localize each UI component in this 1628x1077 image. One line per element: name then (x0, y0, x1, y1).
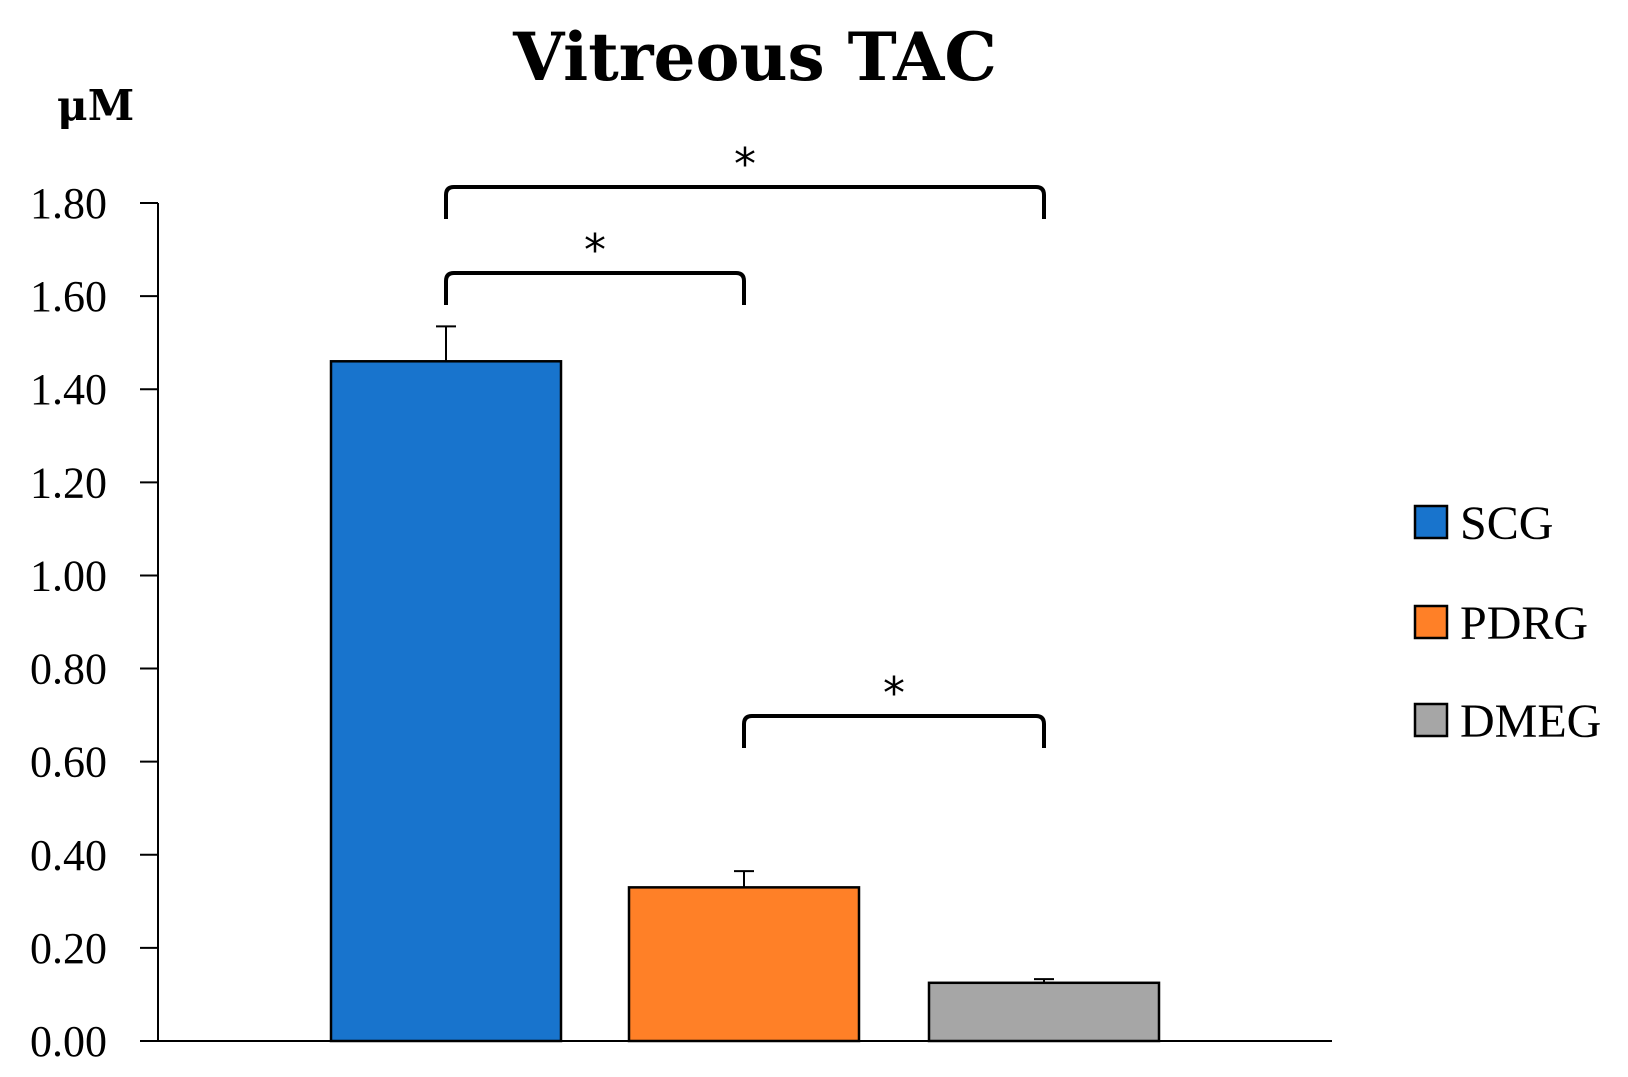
legend: SCG PDRG DMEG (1413, 497, 1601, 748)
bar-pdrg (627, 886, 861, 1043)
bars (329, 360, 1161, 1043)
significance-star: * (584, 225, 606, 276)
axes: 0.00 0.20 0.40 0.60 0.80 1.00 1.20 1.40 1.60 1.80 (30, 179, 1332, 1066)
error-bars (436, 325, 1054, 983)
y-tick-label: 0.80 (30, 645, 107, 694)
significance-brackets: * * * (444, 139, 1046, 748)
chart-title: Vitreous TAC (512, 18, 997, 96)
y-tick-label: 0.60 (30, 738, 107, 787)
y-tick-label: 1.20 (30, 458, 107, 507)
y-tick-label: 0.20 (30, 924, 107, 973)
significance-bracket (444, 271, 746, 305)
legend-label-pdrg: PDRG (1460, 597, 1588, 650)
y-tick-label: 1.00 (30, 551, 107, 600)
legend-label-dmeg: DMEG (1460, 695, 1601, 748)
significance-star: * (883, 668, 905, 719)
legend-swatch-dmeg (1413, 702, 1449, 738)
significance-bracket (742, 714, 1046, 748)
y-tick-label: 0.00 (30, 1017, 107, 1066)
bar-scg (329, 360, 563, 1043)
legend-swatch-scg (1413, 504, 1449, 540)
y-tick-label: 1.40 (30, 365, 107, 414)
y-tick-label: 1.80 (30, 179, 107, 228)
legend-label-scg: SCG (1460, 497, 1553, 550)
legend-swatch-pdrg (1413, 604, 1449, 640)
significance-star: * (734, 139, 756, 190)
y-tick-label: 0.40 (30, 831, 107, 880)
y-tick-label: 1.60 (30, 272, 107, 321)
significance-bracket (444, 185, 1046, 219)
bar-dmeg (927, 981, 1161, 1043)
y-axis-unit-label: μM (57, 81, 134, 130)
